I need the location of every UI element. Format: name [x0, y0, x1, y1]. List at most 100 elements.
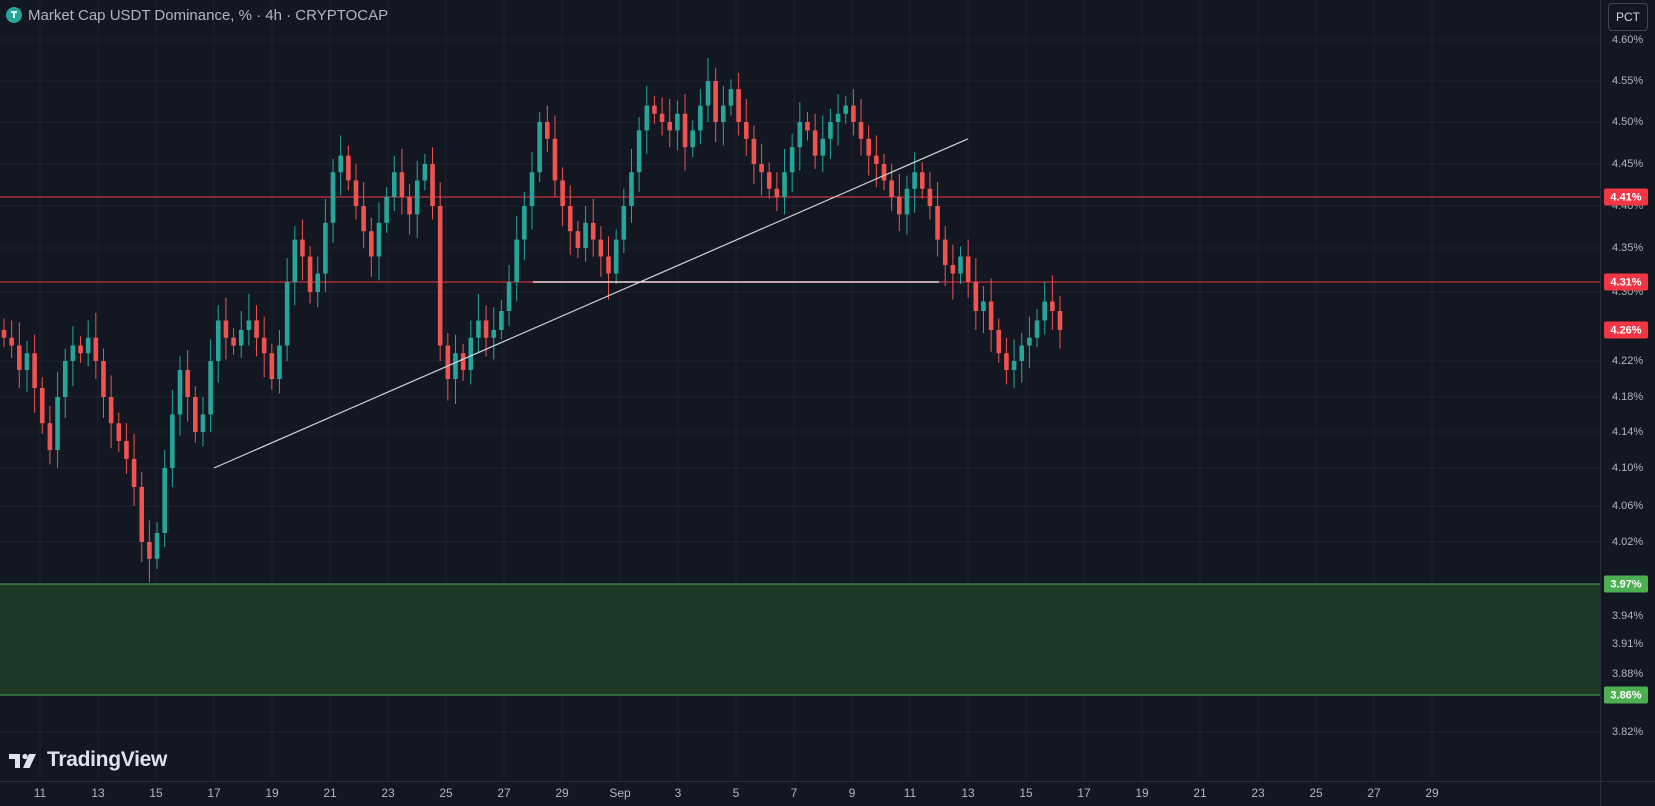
candle-body[interactable] [919, 172, 925, 189]
candle-body[interactable] [284, 282, 290, 346]
candle-body[interactable] [315, 273, 321, 293]
candle-body[interactable] [499, 311, 504, 330]
candle-body[interactable] [177, 370, 183, 415]
candle-body[interactable] [101, 361, 106, 397]
candle-body[interactable] [659, 113, 665, 122]
candle-body[interactable] [682, 113, 688, 148]
candle-body[interactable] [529, 172, 535, 206]
candle-body[interactable] [162, 468, 167, 533]
candle-body[interactable] [552, 138, 558, 181]
candle-body[interactable] [629, 172, 634, 206]
candle-body[interactable] [613, 239, 619, 274]
candle-body[interactable] [1027, 337, 1032, 346]
candle-body[interactable] [988, 301, 994, 331]
candle-body[interactable] [698, 105, 703, 131]
candle-body[interactable] [1004, 353, 1009, 370]
candle-body[interactable] [430, 164, 435, 206]
candle-body[interactable] [996, 330, 1002, 354]
candle-body[interactable] [759, 164, 764, 173]
candle-body[interactable] [805, 122, 810, 131]
candle-body[interactable] [506, 282, 512, 311]
support-zone[interactable] [0, 584, 1600, 695]
candle-body[interactable] [376, 222, 382, 257]
candle-body[interactable] [17, 345, 22, 371]
candle-body[interactable] [889, 180, 894, 198]
candle-body[interactable] [606, 256, 611, 274]
candle-body[interactable] [208, 361, 213, 415]
candle-body[interactable] [78, 345, 83, 354]
candle-body[interactable] [437, 206, 443, 346]
candle-body[interactable] [246, 320, 252, 331]
candle-body[interactable] [522, 206, 527, 240]
candle-body[interactable] [361, 206, 366, 232]
candle-body[interactable] [751, 138, 757, 164]
candle-body[interactable] [912, 172, 917, 189]
candle-body[interactable] [1034, 320, 1040, 338]
candle-body[interactable] [238, 330, 244, 346]
candle-body[interactable] [384, 197, 389, 223]
candle-body[interactable] [797, 122, 803, 148]
candle-body[interactable] [185, 370, 190, 397]
candle-body[interactable] [154, 533, 160, 559]
candle-body[interactable] [590, 222, 596, 240]
candle-body[interactable] [338, 155, 343, 173]
candle-body[interactable] [70, 345, 76, 362]
candle-body[interactable] [874, 155, 879, 164]
candle-body[interactable] [942, 239, 948, 265]
candle-body[interactable] [789, 147, 795, 173]
candle-body[interactable] [422, 164, 428, 181]
candle-body[interactable] [85, 337, 91, 354]
candle-body[interactable] [675, 113, 680, 131]
candle-body[interactable] [476, 320, 481, 338]
candle-body[interactable] [537, 122, 542, 173]
candle-body[interactable] [491, 330, 497, 338]
candle-body[interactable] [721, 105, 726, 122]
candle-body[interactable] [828, 122, 833, 139]
candle-body[interactable] [399, 172, 405, 197]
candle-body[interactable] [200, 414, 206, 433]
candle-body[interactable] [1050, 301, 1055, 312]
candle-body[interactable] [965, 256, 971, 283]
candle-body[interactable] [108, 397, 114, 424]
candle-body[interactable] [407, 197, 412, 215]
candle-body[interactable] [307, 256, 313, 293]
candle-body[interactable] [1057, 311, 1063, 330]
candle-body[interactable] [958, 256, 963, 274]
candle-body[interactable] [950, 265, 956, 274]
candle-body[interactable] [858, 122, 864, 139]
candle-body[interactable] [1, 330, 7, 338]
candle-body[interactable] [391, 172, 397, 197]
candle-body[interactable] [843, 105, 849, 114]
candle-body[interactable] [131, 459, 137, 487]
candle-body[interactable] [812, 130, 818, 156]
candle-body[interactable] [835, 113, 841, 122]
candle-body[interactable] [927, 188, 933, 206]
candle-body[interactable] [453, 353, 458, 379]
candle-body[interactable] [636, 130, 642, 173]
candle-body[interactable] [705, 81, 711, 106]
candle-body[interactable] [820, 138, 826, 156]
candle-body[interactable] [261, 337, 267, 354]
candle-body[interactable] [47, 423, 53, 450]
candle-body[interactable] [897, 197, 902, 215]
candle-body[interactable] [851, 105, 856, 122]
candle-body[interactable] [981, 301, 986, 312]
candle-body[interactable] [766, 172, 772, 189]
candle-body[interactable] [736, 89, 741, 122]
scale-mode-button[interactable]: PCT [1608, 3, 1648, 31]
candle-body[interactable] [369, 231, 374, 257]
candle-body[interactable] [667, 122, 673, 131]
candle-body[interactable] [254, 320, 259, 338]
candle-body[interactable] [24, 353, 30, 370]
candle-body[interactable] [866, 138, 871, 156]
candle-body[interactable] [1019, 345, 1025, 362]
candle-body[interactable] [9, 337, 14, 346]
candle-body[interactable] [139, 487, 145, 542]
candle-body[interactable] [1042, 301, 1047, 321]
candle-body[interactable] [39, 388, 45, 424]
candle-body[interactable] [292, 239, 298, 282]
candle-body[interactable] [904, 188, 910, 215]
candle-body[interactable] [223, 320, 229, 338]
candle-body[interactable] [330, 172, 336, 223]
candle-body[interactable] [414, 180, 420, 215]
